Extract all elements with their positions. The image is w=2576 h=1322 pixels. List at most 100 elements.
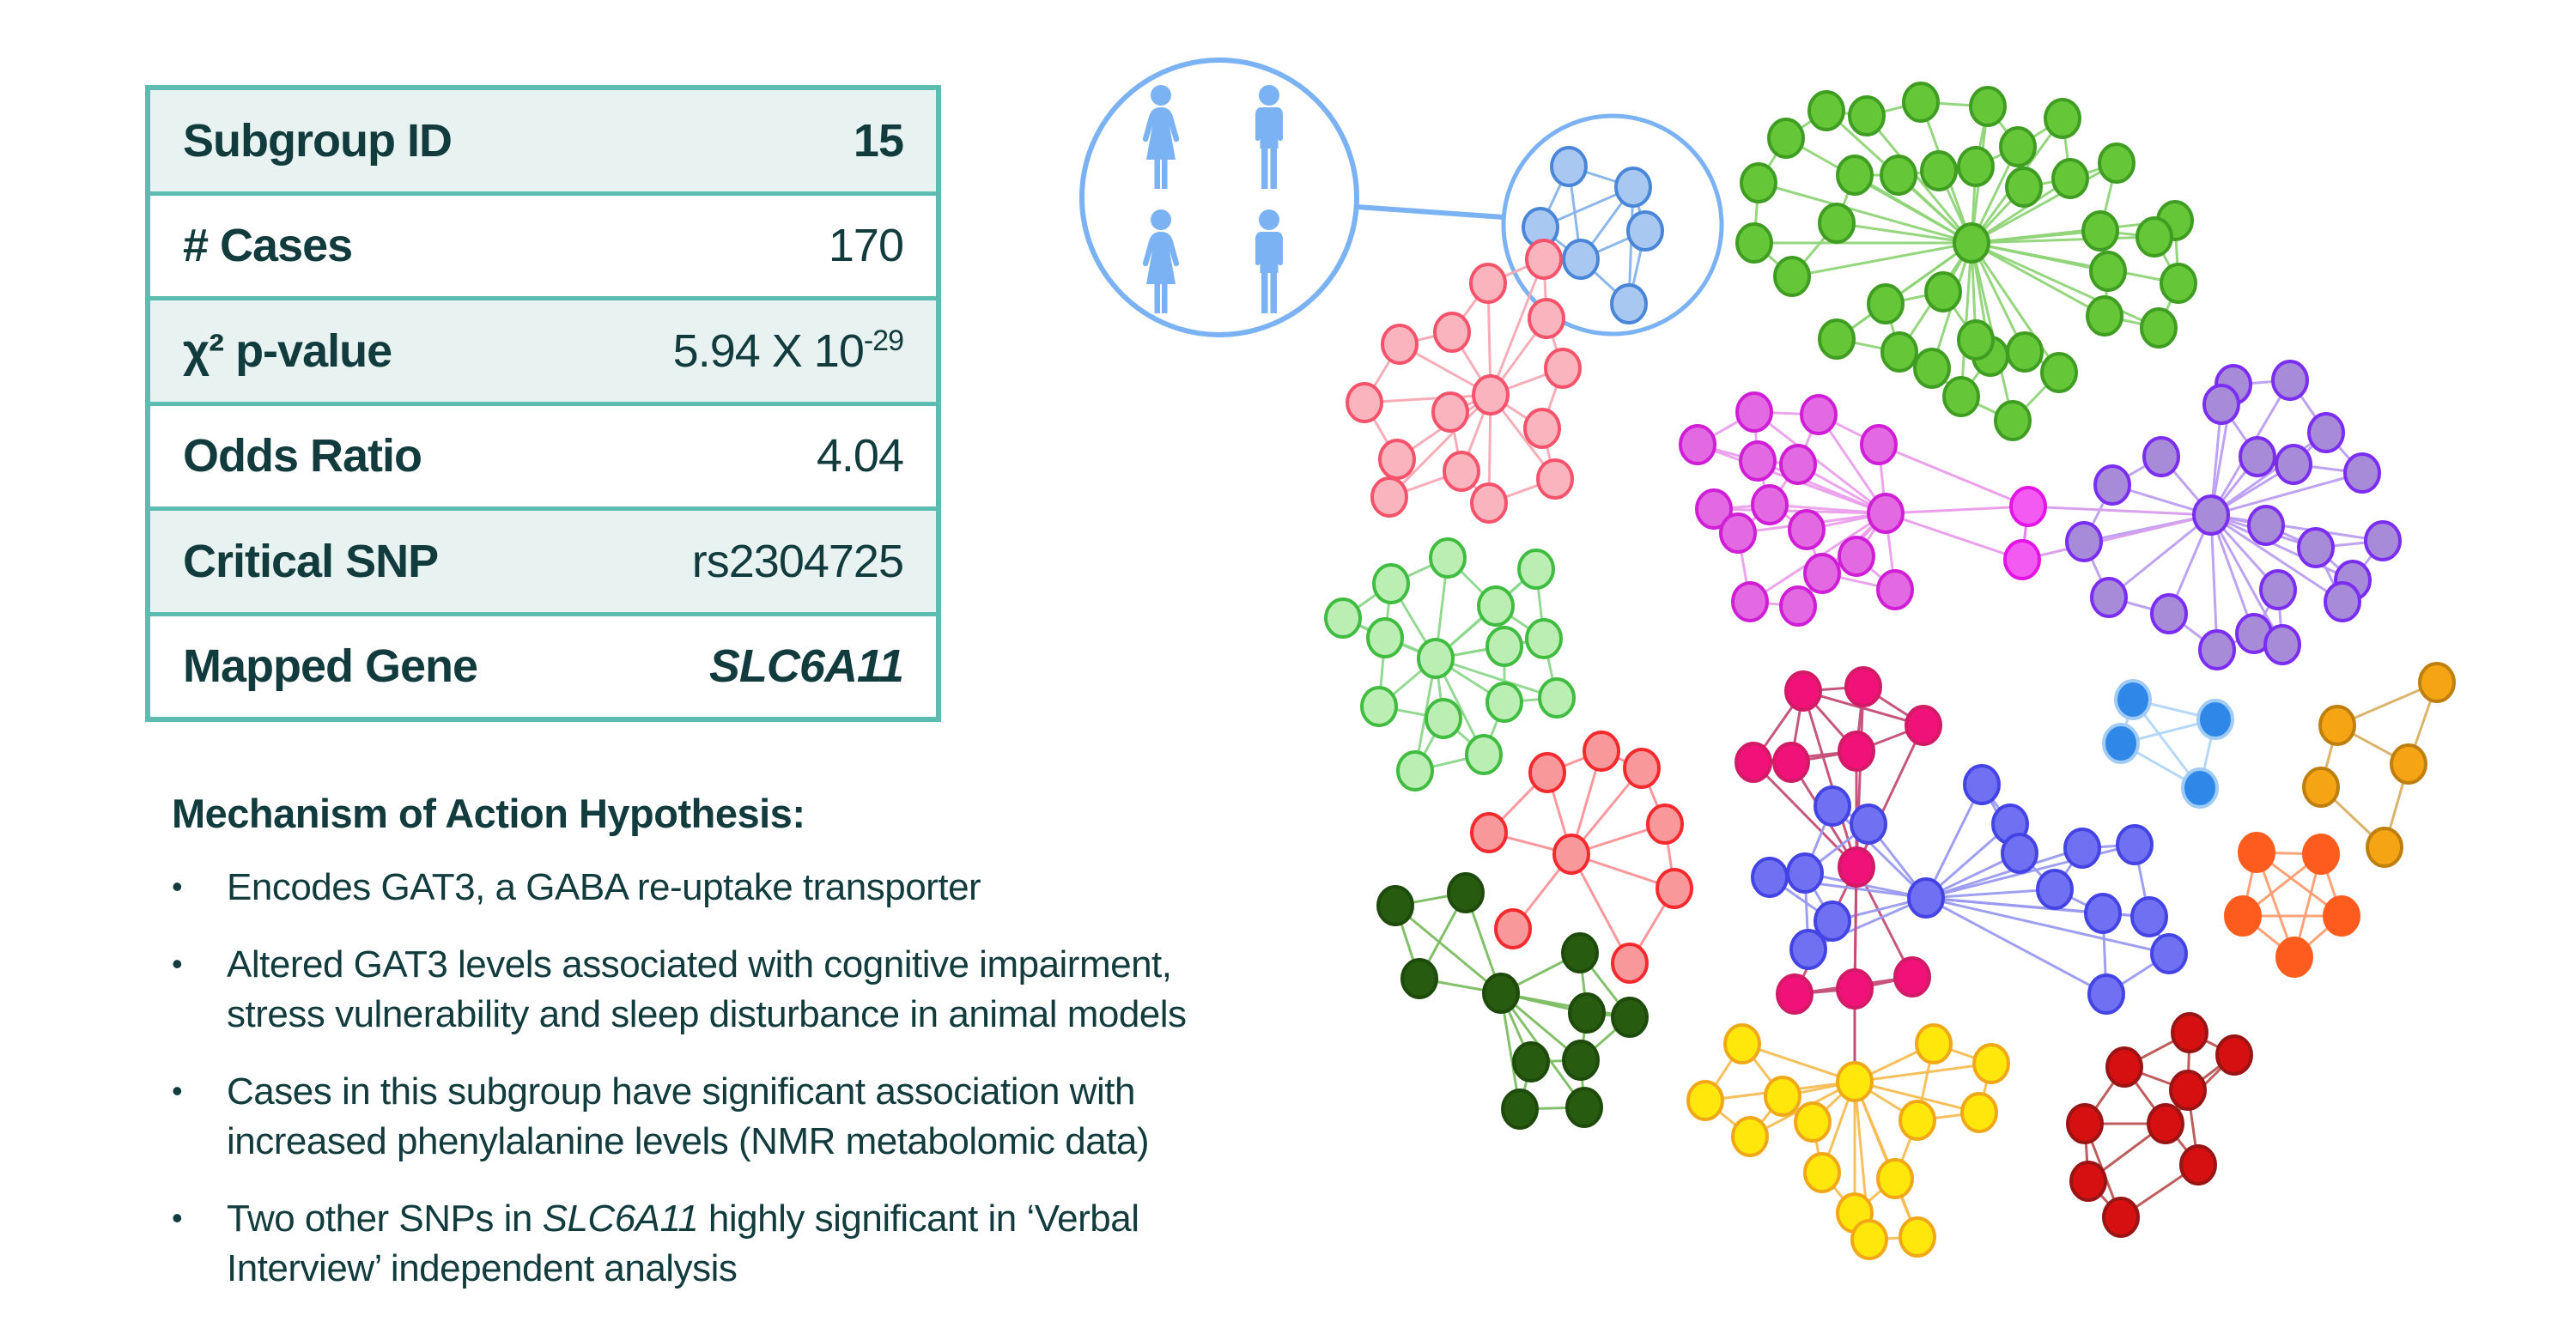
- network-node: [2089, 251, 2127, 292]
- mechanism-bullet: • Cases in this subgroup have significant…: [172, 1067, 1279, 1167]
- table-row: Odds Ratio 4.04: [150, 401, 936, 507]
- mechanism-bullet-list: • Encodes GAT3, a GABA re-uptake transpor…: [172, 863, 1279, 1295]
- table-row: Mapped Gene SLC6A11: [150, 611, 936, 718]
- network-node: [1876, 569, 1914, 610]
- cluster-orchid: [1679, 391, 1914, 627]
- network-node: [1346, 382, 1383, 423]
- network-node: [2036, 869, 2074, 910]
- magnifier-connector-line: [1356, 204, 1504, 220]
- mechanism-header: Mechanism of Action Hypothesis:: [172, 791, 805, 836]
- network-node: [1731, 581, 1769, 622]
- network-node: [1913, 348, 1951, 389]
- network-node: [1942, 376, 1980, 417]
- network-node: [1800, 394, 1838, 435]
- network-node: [2224, 895, 2262, 937]
- network-node: [2239, 436, 2276, 477]
- network-node: [2215, 1034, 2253, 1076]
- network-node: [1773, 256, 1811, 297]
- cluster-deep-orange: [2224, 832, 2360, 978]
- network-node: [1905, 705, 1942, 746]
- network-node: [1963, 764, 2001, 805]
- network-node: [2302, 767, 2340, 808]
- network-node: [2275, 444, 2312, 485]
- network-node: [1902, 82, 1940, 123]
- network-node: [1814, 901, 1851, 942]
- network-node: [2142, 436, 2180, 477]
- row-label: Subgroup ID: [183, 114, 453, 167]
- cluster-edges-deep-pink: [1752, 685, 1925, 996]
- network-node: [2302, 834, 2340, 875]
- network-node: [1396, 750, 1434, 791]
- network-node: [1772, 742, 1810, 783]
- bullet-dot: •: [172, 946, 183, 982]
- network-node: [1723, 1023, 1761, 1064]
- network-node: [2307, 412, 2345, 453]
- network-node: [2044, 98, 2081, 139]
- network-node: [1836, 1061, 1874, 1102]
- network-node: [1528, 752, 1566, 793]
- row-value: rs2304725: [691, 535, 904, 587]
- network-node: [1739, 440, 1777, 482]
- network-node: [1695, 488, 1733, 530]
- network-node: [1818, 203, 1856, 244]
- network-node: [2069, 1161, 2107, 1202]
- network-node: [2136, 216, 2173, 258]
- network-node: [2271, 360, 2309, 401]
- network-node: [1433, 312, 1471, 353]
- network-node: [1679, 424, 1716, 465]
- network-node: [2343, 452, 2381, 494]
- table-row: # Cases 170: [150, 191, 936, 297]
- network-node: [2003, 539, 2041, 580]
- network-node: [2130, 896, 2168, 937]
- network-node: [1784, 670, 1822, 712]
- network-node: [2150, 593, 2188, 634]
- network-node: [2086, 295, 2123, 337]
- table-row: Critical SNP rs2304725: [150, 506, 936, 612]
- network-node: [2116, 824, 2154, 865]
- network-node: [1611, 997, 1649, 1038]
- network-node: [1610, 283, 1648, 324]
- network-node: [1924, 271, 1962, 312]
- network-node: [1994, 400, 2032, 441]
- network-node: [1814, 785, 1851, 827]
- network-node: [1324, 597, 1362, 639]
- network-node: [1470, 812, 1508, 853]
- network-node: [1794, 1101, 1832, 1143]
- network-node: [2065, 521, 2103, 562]
- network-node: [1957, 146, 1995, 187]
- network-node: [2005, 167, 2043, 208]
- mechanism-section: Mechanism of Action Hypothesis: • Encodes…: [172, 790, 1279, 1322]
- bullet-dot: •: [172, 869, 183, 904]
- network-node: [2150, 933, 2188, 974]
- bullet-text: Cases in this subgroup have significant …: [227, 1070, 1150, 1163]
- bridge-edge: [1878, 443, 2029, 508]
- network-node: [1469, 263, 1507, 304]
- network-node: [2179, 1144, 2217, 1186]
- network-node: [1611, 943, 1649, 984]
- network-node: [1623, 748, 1661, 789]
- cluster-pink: [1346, 239, 1582, 524]
- network-node: [1957, 319, 1995, 361]
- network-node: [1880, 331, 1918, 373]
- network-node: [2102, 723, 2140, 764]
- network-node: [2198, 629, 2236, 670]
- network-node: [1779, 444, 1817, 485]
- network-node: [1776, 973, 1814, 1015]
- bridge-edge: [1885, 505, 2029, 515]
- mechanism-bullet: • Altered GAT3 levels associated with cog…: [172, 940, 1279, 1040]
- cluster-red: [2066, 1012, 2253, 1238]
- network-node: [1376, 885, 1414, 926]
- row-value: 170: [828, 220, 904, 272]
- network-node: [1562, 1040, 1600, 1081]
- network-node: [1767, 118, 1805, 159]
- network-node: [2324, 581, 2361, 622]
- bullet-text: Two other SNPs in SLC6A11 highly signifi…: [227, 1198, 1139, 1290]
- network-node: [2238, 832, 2275, 873]
- network-node: [1470, 482, 1508, 524]
- network-node: [1838, 846, 1875, 888]
- bridge-edge: [2027, 505, 2212, 517]
- network-node: [1494, 908, 1532, 949]
- cluster-deep-pink: [1735, 666, 1942, 1015]
- network-node: [1360, 686, 1398, 727]
- network-node: [1381, 324, 1419, 365]
